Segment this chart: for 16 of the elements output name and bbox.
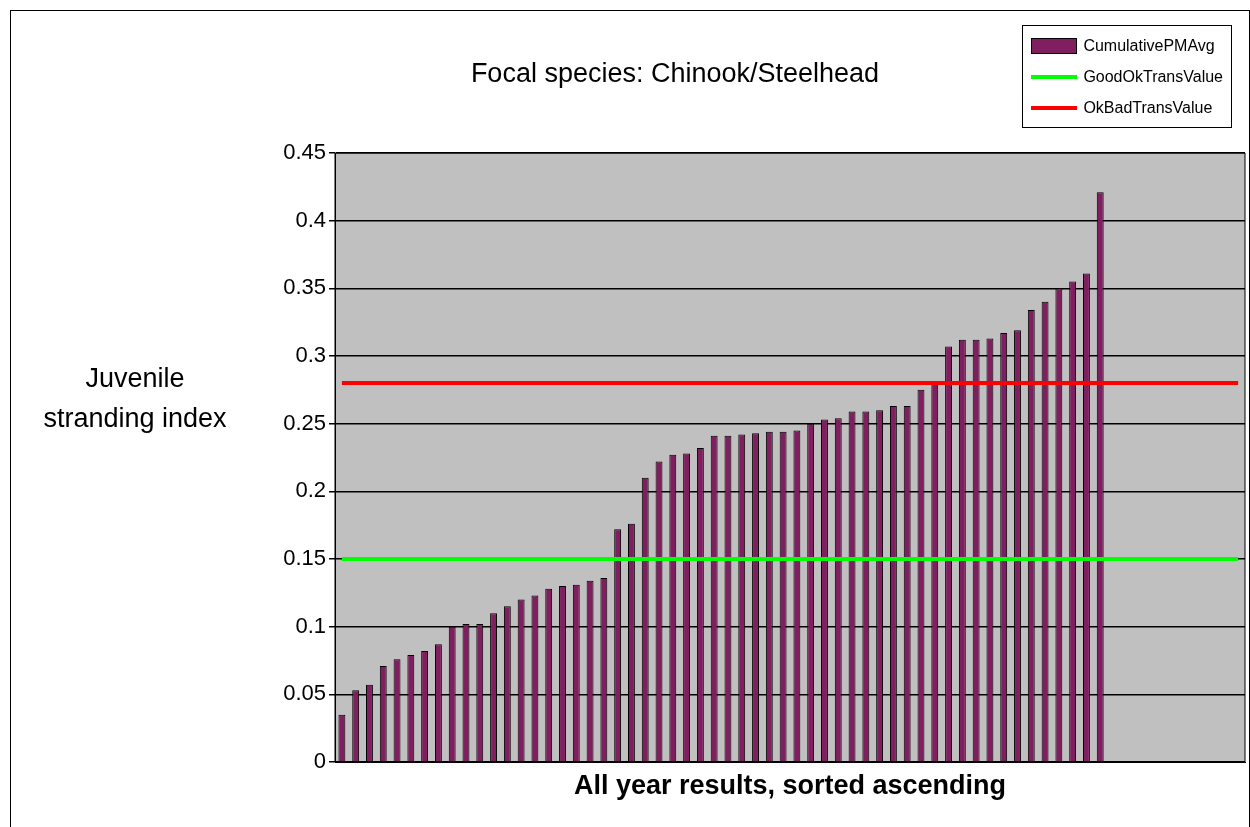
chart-title: Focal species: Chinook/Steelhead (469, 58, 881, 89)
x-axis-title: All year results, sorted ascending (572, 770, 1008, 801)
y-axis-title: Juvenile stranding index (42, 362, 228, 435)
y-tick-label: 0.35 (283, 274, 326, 300)
y-tick-label: 0.45 (283, 139, 326, 165)
y-tick-label: 0.3 (295, 342, 326, 368)
legend-label: CumulativePMAvg (1083, 36, 1215, 55)
y-tick-label: 0 (313, 748, 326, 774)
legend-label: OkBadTransValue (1083, 98, 1213, 117)
y-tick-label: 0.25 (283, 409, 326, 435)
y-tick-label: 0.1 (295, 612, 326, 638)
y-tick-label: 0.4 (295, 206, 326, 232)
y-tick-label: 0.15 (283, 545, 326, 571)
legend-label: GoodOkTransValue (1083, 67, 1223, 86)
y-tick-label: 0.05 (283, 680, 326, 706)
y-tick-label: 0.2 (295, 477, 326, 503)
